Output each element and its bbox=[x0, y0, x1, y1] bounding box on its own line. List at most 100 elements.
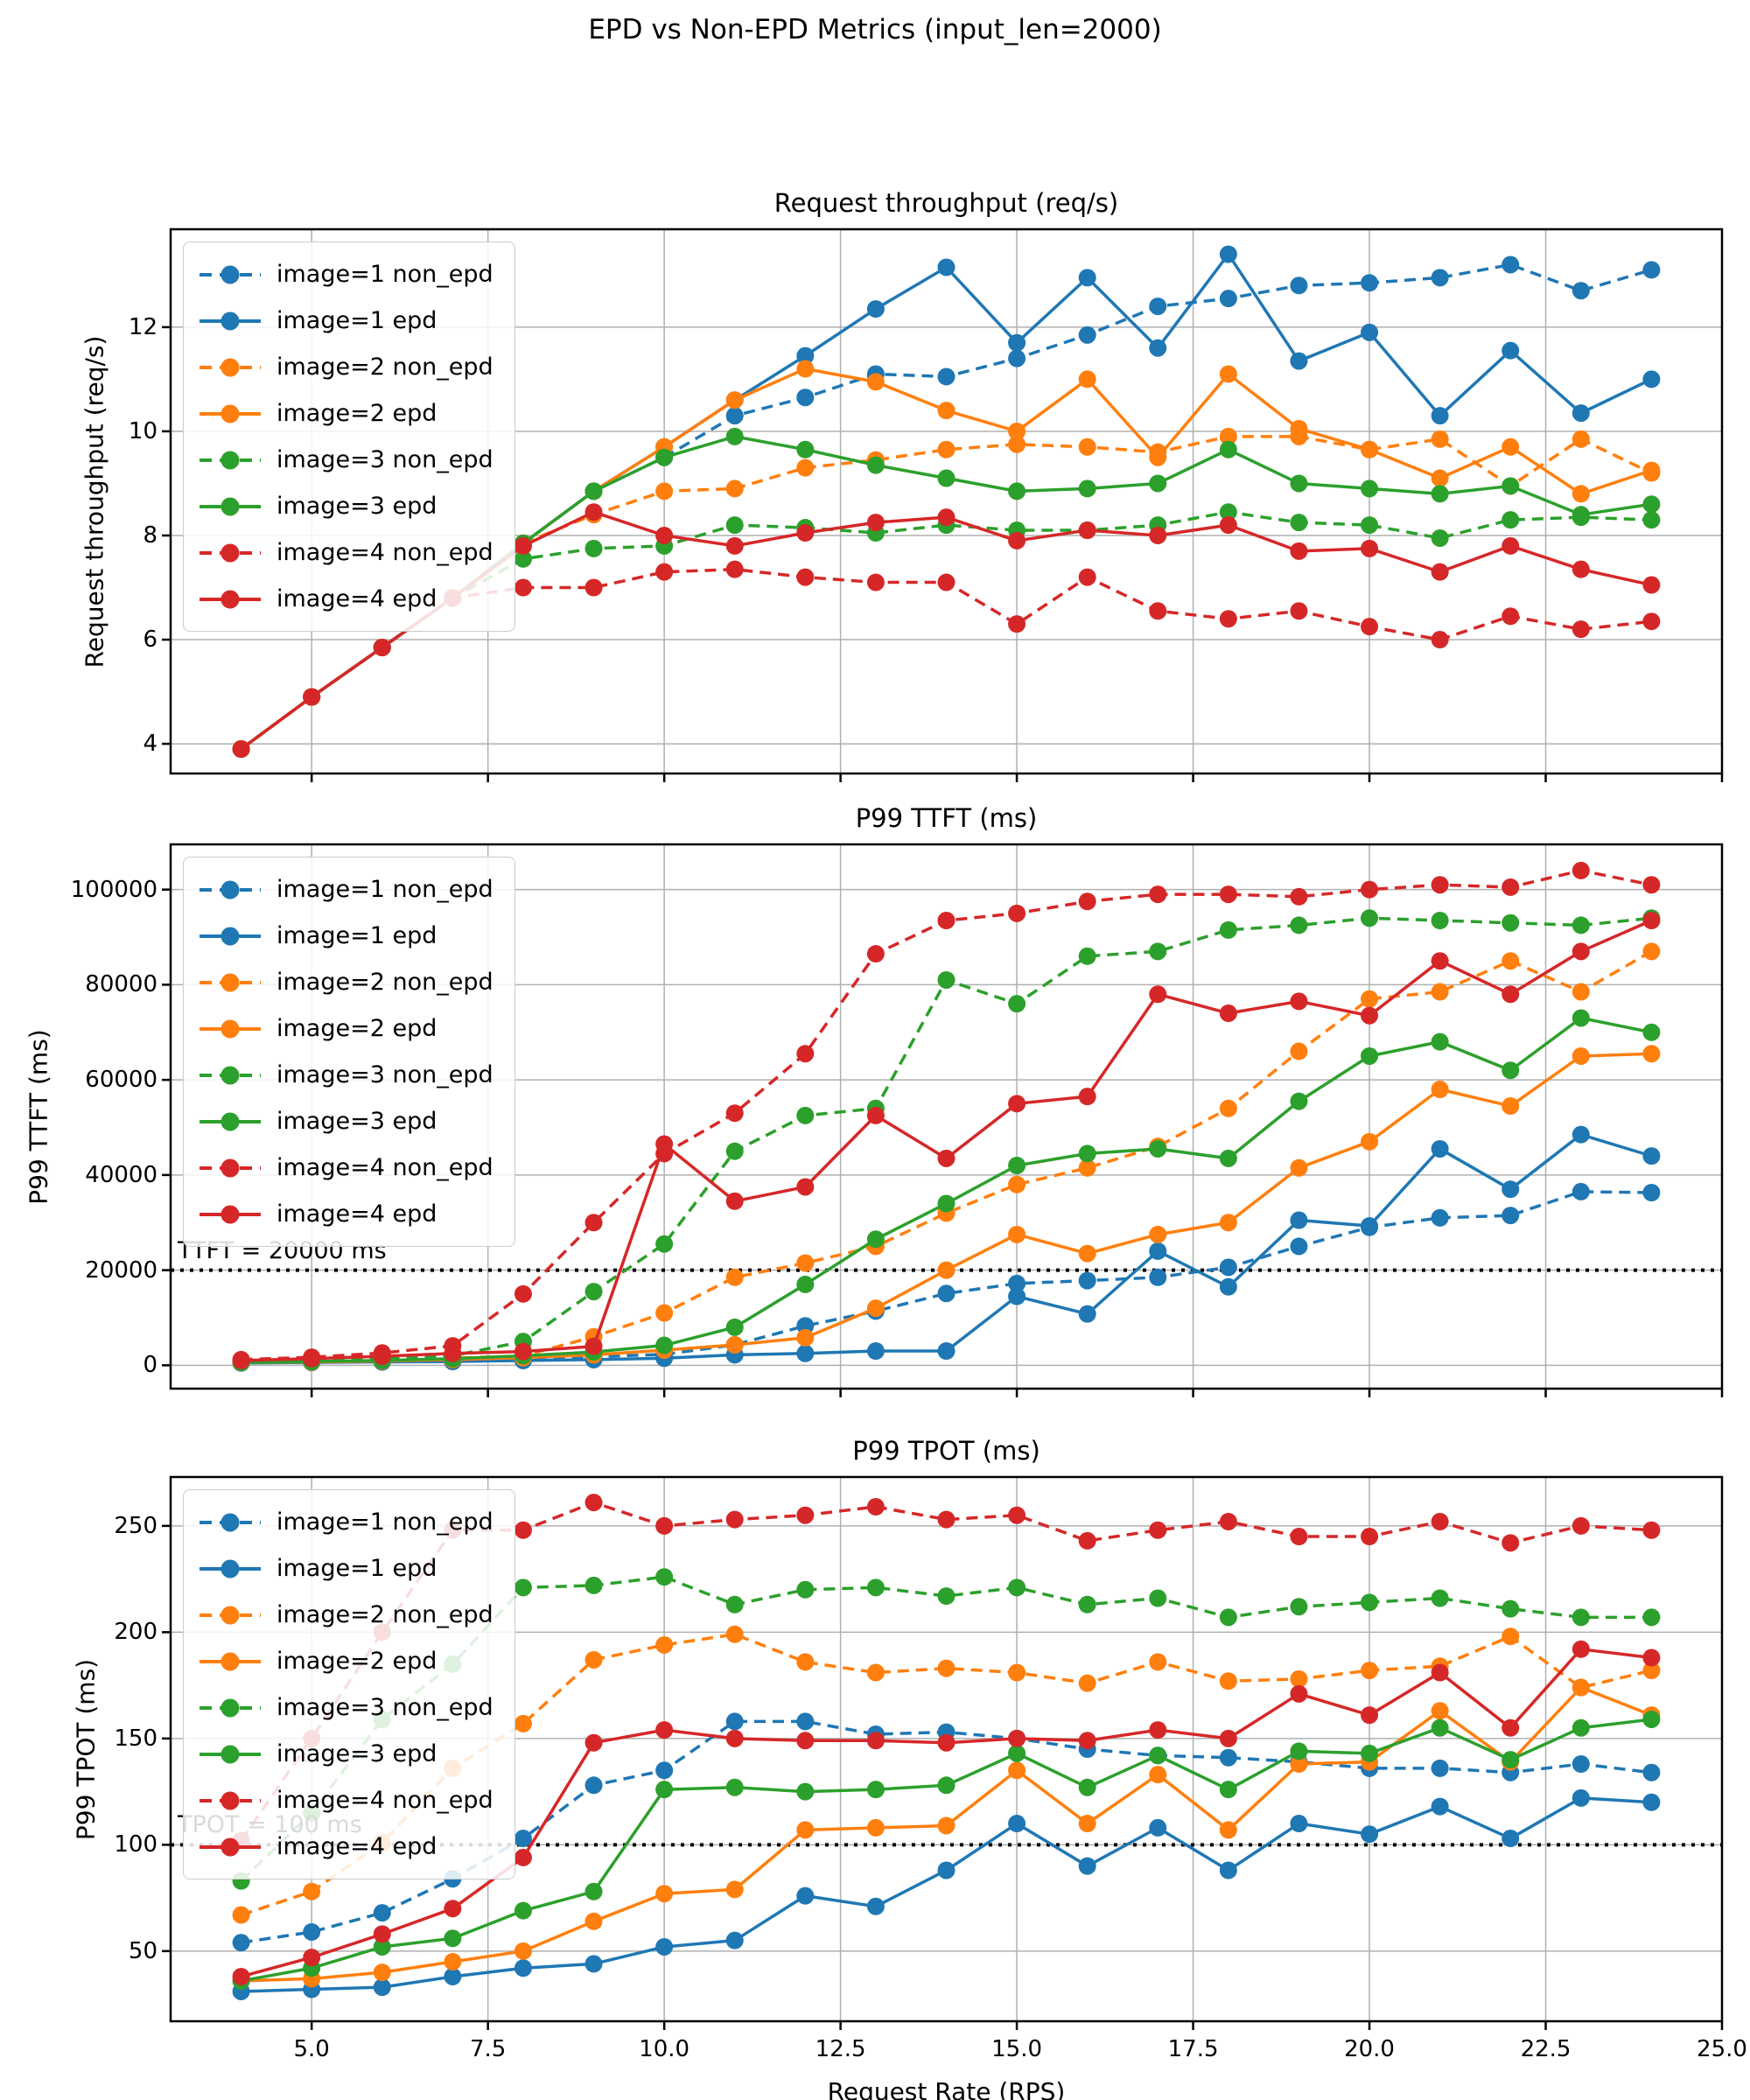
data-point bbox=[1572, 620, 1590, 639]
data-point bbox=[1008, 435, 1026, 453]
legend-marker bbox=[220, 1019, 240, 1038]
data-point bbox=[1290, 474, 1308, 493]
data-point bbox=[937, 469, 956, 487]
data-point bbox=[725, 1142, 744, 1160]
data-point bbox=[584, 1733, 603, 1752]
legend-label: image=4 epd bbox=[276, 1200, 438, 1228]
legend-label: image=4 epd bbox=[276, 585, 438, 612]
data-point bbox=[1361, 909, 1379, 928]
xtick-label-5: 17.5 bbox=[1167, 2036, 1219, 2062]
data-point bbox=[303, 1949, 321, 1967]
legend-swatch bbox=[200, 590, 261, 608]
data-point bbox=[1008, 1175, 1026, 1194]
data-point bbox=[1431, 952, 1449, 970]
data-point bbox=[796, 1506, 815, 1524]
data-point bbox=[1572, 861, 1590, 879]
data-point bbox=[232, 1967, 250, 1985]
data-point bbox=[1642, 1608, 1661, 1627]
legend-label: image=4 non_epd bbox=[276, 1154, 494, 1181]
data-point bbox=[584, 1337, 603, 1355]
data-point bbox=[1149, 1242, 1167, 1260]
legend-swatch bbox=[200, 1791, 261, 1810]
legend-marker bbox=[220, 1066, 240, 1084]
data-point bbox=[1642, 612, 1661, 631]
data-point bbox=[1361, 323, 1379, 341]
legend-swatch bbox=[200, 1652, 261, 1670]
data-point bbox=[1431, 485, 1449, 503]
data-point bbox=[866, 1299, 885, 1318]
ytick-label-1-2: 40000 bbox=[85, 1161, 158, 1188]
legend-label: image=3 non_epd bbox=[276, 1694, 494, 1721]
data-point bbox=[1572, 1046, 1590, 1065]
data-point bbox=[1361, 1744, 1379, 1762]
data-point bbox=[1361, 1006, 1379, 1025]
data-point bbox=[1290, 542, 1308, 560]
data-point bbox=[796, 1821, 815, 1839]
legend-swatch bbox=[200, 358, 261, 376]
legend-label: image=3 non_epd bbox=[276, 446, 494, 473]
data-point bbox=[1149, 339, 1167, 357]
legend-label: image=4 epd bbox=[276, 1833, 438, 1860]
data-point bbox=[1642, 1045, 1661, 1063]
data-point bbox=[1502, 1718, 1520, 1737]
data-point bbox=[1431, 1663, 1449, 1682]
series-image-4-epd bbox=[232, 1640, 1661, 1985]
data-point bbox=[1219, 290, 1237, 308]
legend-item-image-3-non_epd: image=3 non_epd bbox=[198, 437, 494, 483]
data-point bbox=[1078, 1732, 1096, 1750]
data-point bbox=[1290, 602, 1308, 620]
legend-label: image=1 non_epd bbox=[276, 876, 494, 903]
data-point bbox=[1149, 474, 1167, 493]
legend-swatch bbox=[200, 265, 261, 284]
data-point bbox=[1572, 1640, 1590, 1658]
data-point bbox=[796, 1275, 815, 1293]
data-point bbox=[232, 740, 250, 759]
data-point bbox=[1078, 1857, 1096, 1875]
data-point bbox=[1078, 1305, 1096, 1323]
legend-label: image=2 non_epd bbox=[276, 354, 494, 381]
data-point bbox=[725, 1318, 744, 1336]
data-point bbox=[1149, 985, 1167, 1004]
data-point bbox=[1149, 1653, 1167, 1671]
plot-area-2 bbox=[162, 1475, 1724, 2030]
data-point bbox=[937, 1816, 956, 1835]
legend-marker bbox=[220, 404, 240, 423]
data-point bbox=[584, 578, 603, 597]
ytick-label-2-4: 250 bbox=[114, 1512, 158, 1539]
data-point bbox=[1572, 1009, 1590, 1027]
legend-marker bbox=[220, 265, 240, 284]
data-point bbox=[1078, 1674, 1096, 1692]
legend-label: image=2 non_epd bbox=[276, 969, 494, 996]
legend-swatch bbox=[200, 1838, 261, 1856]
data-point bbox=[1290, 1528, 1308, 1546]
data-point bbox=[1219, 1513, 1237, 1531]
tick-marks-2 bbox=[162, 1524, 1724, 2030]
data-point bbox=[1361, 618, 1379, 636]
data-point bbox=[1502, 438, 1520, 456]
data-point bbox=[725, 1880, 744, 1899]
data-point bbox=[1219, 1672, 1237, 1690]
legend-label: image=2 non_epd bbox=[276, 1601, 494, 1628]
ytick-label-2-2: 150 bbox=[114, 1725, 158, 1752]
data-point bbox=[1502, 878, 1520, 896]
data-point bbox=[514, 1942, 532, 1960]
data-point bbox=[1008, 422, 1026, 440]
data-point bbox=[1008, 995, 1026, 1013]
data-point bbox=[1290, 1158, 1308, 1177]
legend-swatch bbox=[200, 927, 261, 945]
data-point bbox=[937, 1149, 956, 1167]
data-point bbox=[1642, 911, 1661, 929]
legend-label: image=3 epd bbox=[276, 1108, 438, 1135]
data-point bbox=[584, 1882, 603, 1900]
data-point bbox=[1219, 1821, 1237, 1839]
data-point bbox=[725, 560, 744, 578]
ytick-label-2-1: 100 bbox=[114, 1831, 158, 1858]
legend-item-image-4-non_epd: image=4 non_epd bbox=[198, 529, 494, 576]
data-point bbox=[373, 1904, 391, 1922]
data-point bbox=[1642, 1183, 1661, 1201]
data-point bbox=[1502, 914, 1520, 932]
data-point bbox=[1219, 1004, 1237, 1023]
data-point bbox=[1008, 1761, 1026, 1780]
data-point bbox=[1149, 1225, 1167, 1243]
